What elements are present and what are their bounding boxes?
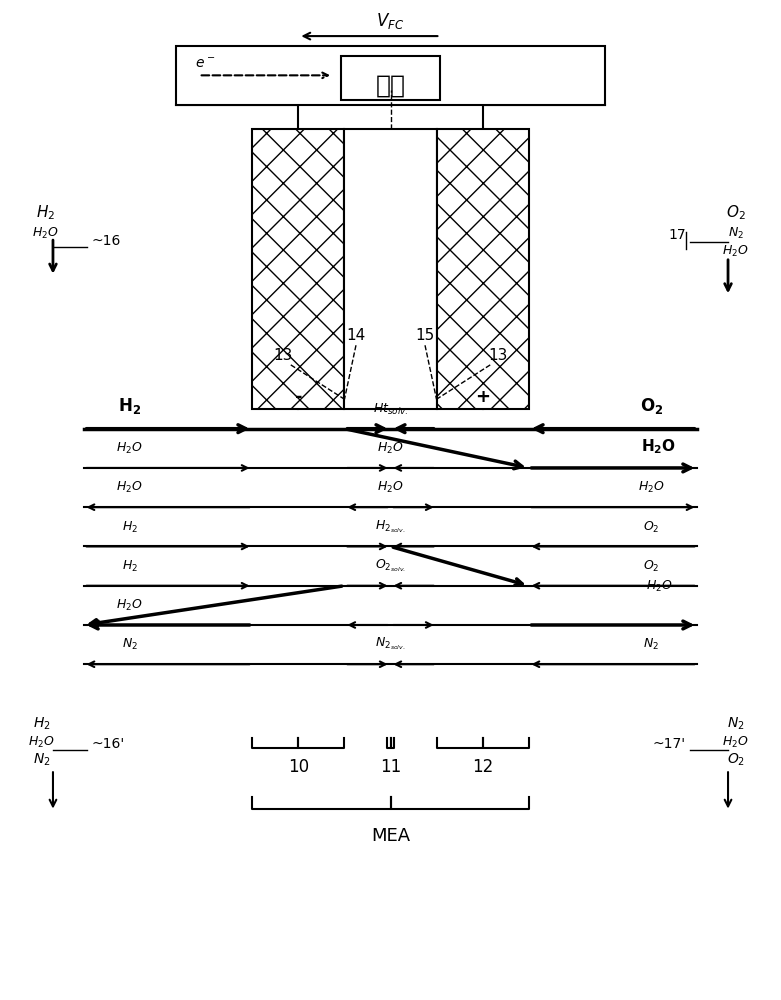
Text: $H_2$: $H_2$: [122, 520, 137, 535]
Text: 13: 13: [488, 348, 508, 363]
Text: $N_2$: $N_2$: [644, 637, 659, 652]
Text: $H_{2_{solv.}}$: $H_{2_{solv.}}$: [375, 518, 406, 535]
Text: $H_2O$: $H_2O$: [377, 441, 404, 456]
Text: $H_2O$: $H_2O$: [646, 578, 672, 594]
Text: 11: 11: [380, 758, 401, 776]
Text: $H_2$: $H_2$: [33, 716, 50, 732]
Text: $N_2$: $N_2$: [727, 716, 744, 732]
Text: 10: 10: [288, 758, 309, 776]
Text: $N_2$: $N_2$: [33, 751, 50, 768]
Text: $O_2$: $O_2$: [726, 204, 746, 222]
Text: $H_2$: $H_2$: [36, 204, 55, 222]
Text: ~16': ~16': [91, 737, 125, 751]
Bar: [252, 129, 344, 409]
Text: 负载: 负载: [376, 73, 405, 97]
Text: +: +: [475, 388, 490, 406]
Text: $N_{2_{solv.}}$: $N_{2_{solv.}}$: [375, 636, 406, 652]
Text: $H_2O$: $H_2O$: [722, 735, 749, 750]
Text: 17: 17: [669, 228, 686, 242]
Text: $O_{2_{solv.}}$: $O_{2_{solv.}}$: [375, 557, 406, 574]
Text: $H_2O$: $H_2O$: [377, 480, 404, 495]
Text: MEA: MEA: [371, 827, 410, 845]
Text: $N_2$: $N_2$: [122, 637, 137, 652]
Text: $\bf{H_2O}$: $\bf{H_2O}$: [641, 437, 676, 456]
Text: $H_2O$: $H_2O$: [116, 480, 143, 495]
Text: $H_2O$: $H_2O$: [116, 598, 143, 613]
Text: $\bf{H_2}$: $\bf{H_2}$: [118, 396, 141, 416]
Bar: [341, 56, 440, 100]
Text: $H_2O$: $H_2O$: [638, 480, 665, 495]
Text: 12: 12: [472, 758, 493, 776]
Text: $H_2O$: $H_2O$: [32, 226, 59, 241]
Text: $O_2$: $O_2$: [643, 559, 659, 574]
Text: -: -: [294, 388, 302, 406]
Bar: [437, 129, 529, 409]
Text: ~16: ~16: [91, 234, 121, 248]
Text: $H_2O$: $H_2O$: [116, 441, 143, 456]
Text: $H_2O$: $H_2O$: [722, 244, 749, 259]
Text: $Ht_{solv.}$: $Ht_{solv.}$: [373, 402, 408, 417]
Text: $H_2O$: $H_2O$: [28, 735, 55, 750]
Text: 13: 13: [273, 348, 293, 363]
Text: $H_2$: $H_2$: [122, 559, 137, 574]
Text: 15: 15: [415, 328, 435, 343]
Text: $O_2$: $O_2$: [726, 751, 745, 768]
Text: $V_{FC}$: $V_{FC}$: [376, 11, 405, 31]
Text: $N_2$: $N_2$: [728, 226, 744, 241]
Text: $\bf{O_2}$: $\bf{O_2}$: [640, 396, 663, 416]
Bar: [344, 129, 437, 409]
Text: $O_2$: $O_2$: [643, 520, 659, 535]
Bar: [176, 46, 605, 105]
Text: $e^-$: $e^-$: [195, 56, 215, 70]
Text: ~17': ~17': [653, 737, 686, 751]
Text: 14: 14: [346, 328, 366, 343]
